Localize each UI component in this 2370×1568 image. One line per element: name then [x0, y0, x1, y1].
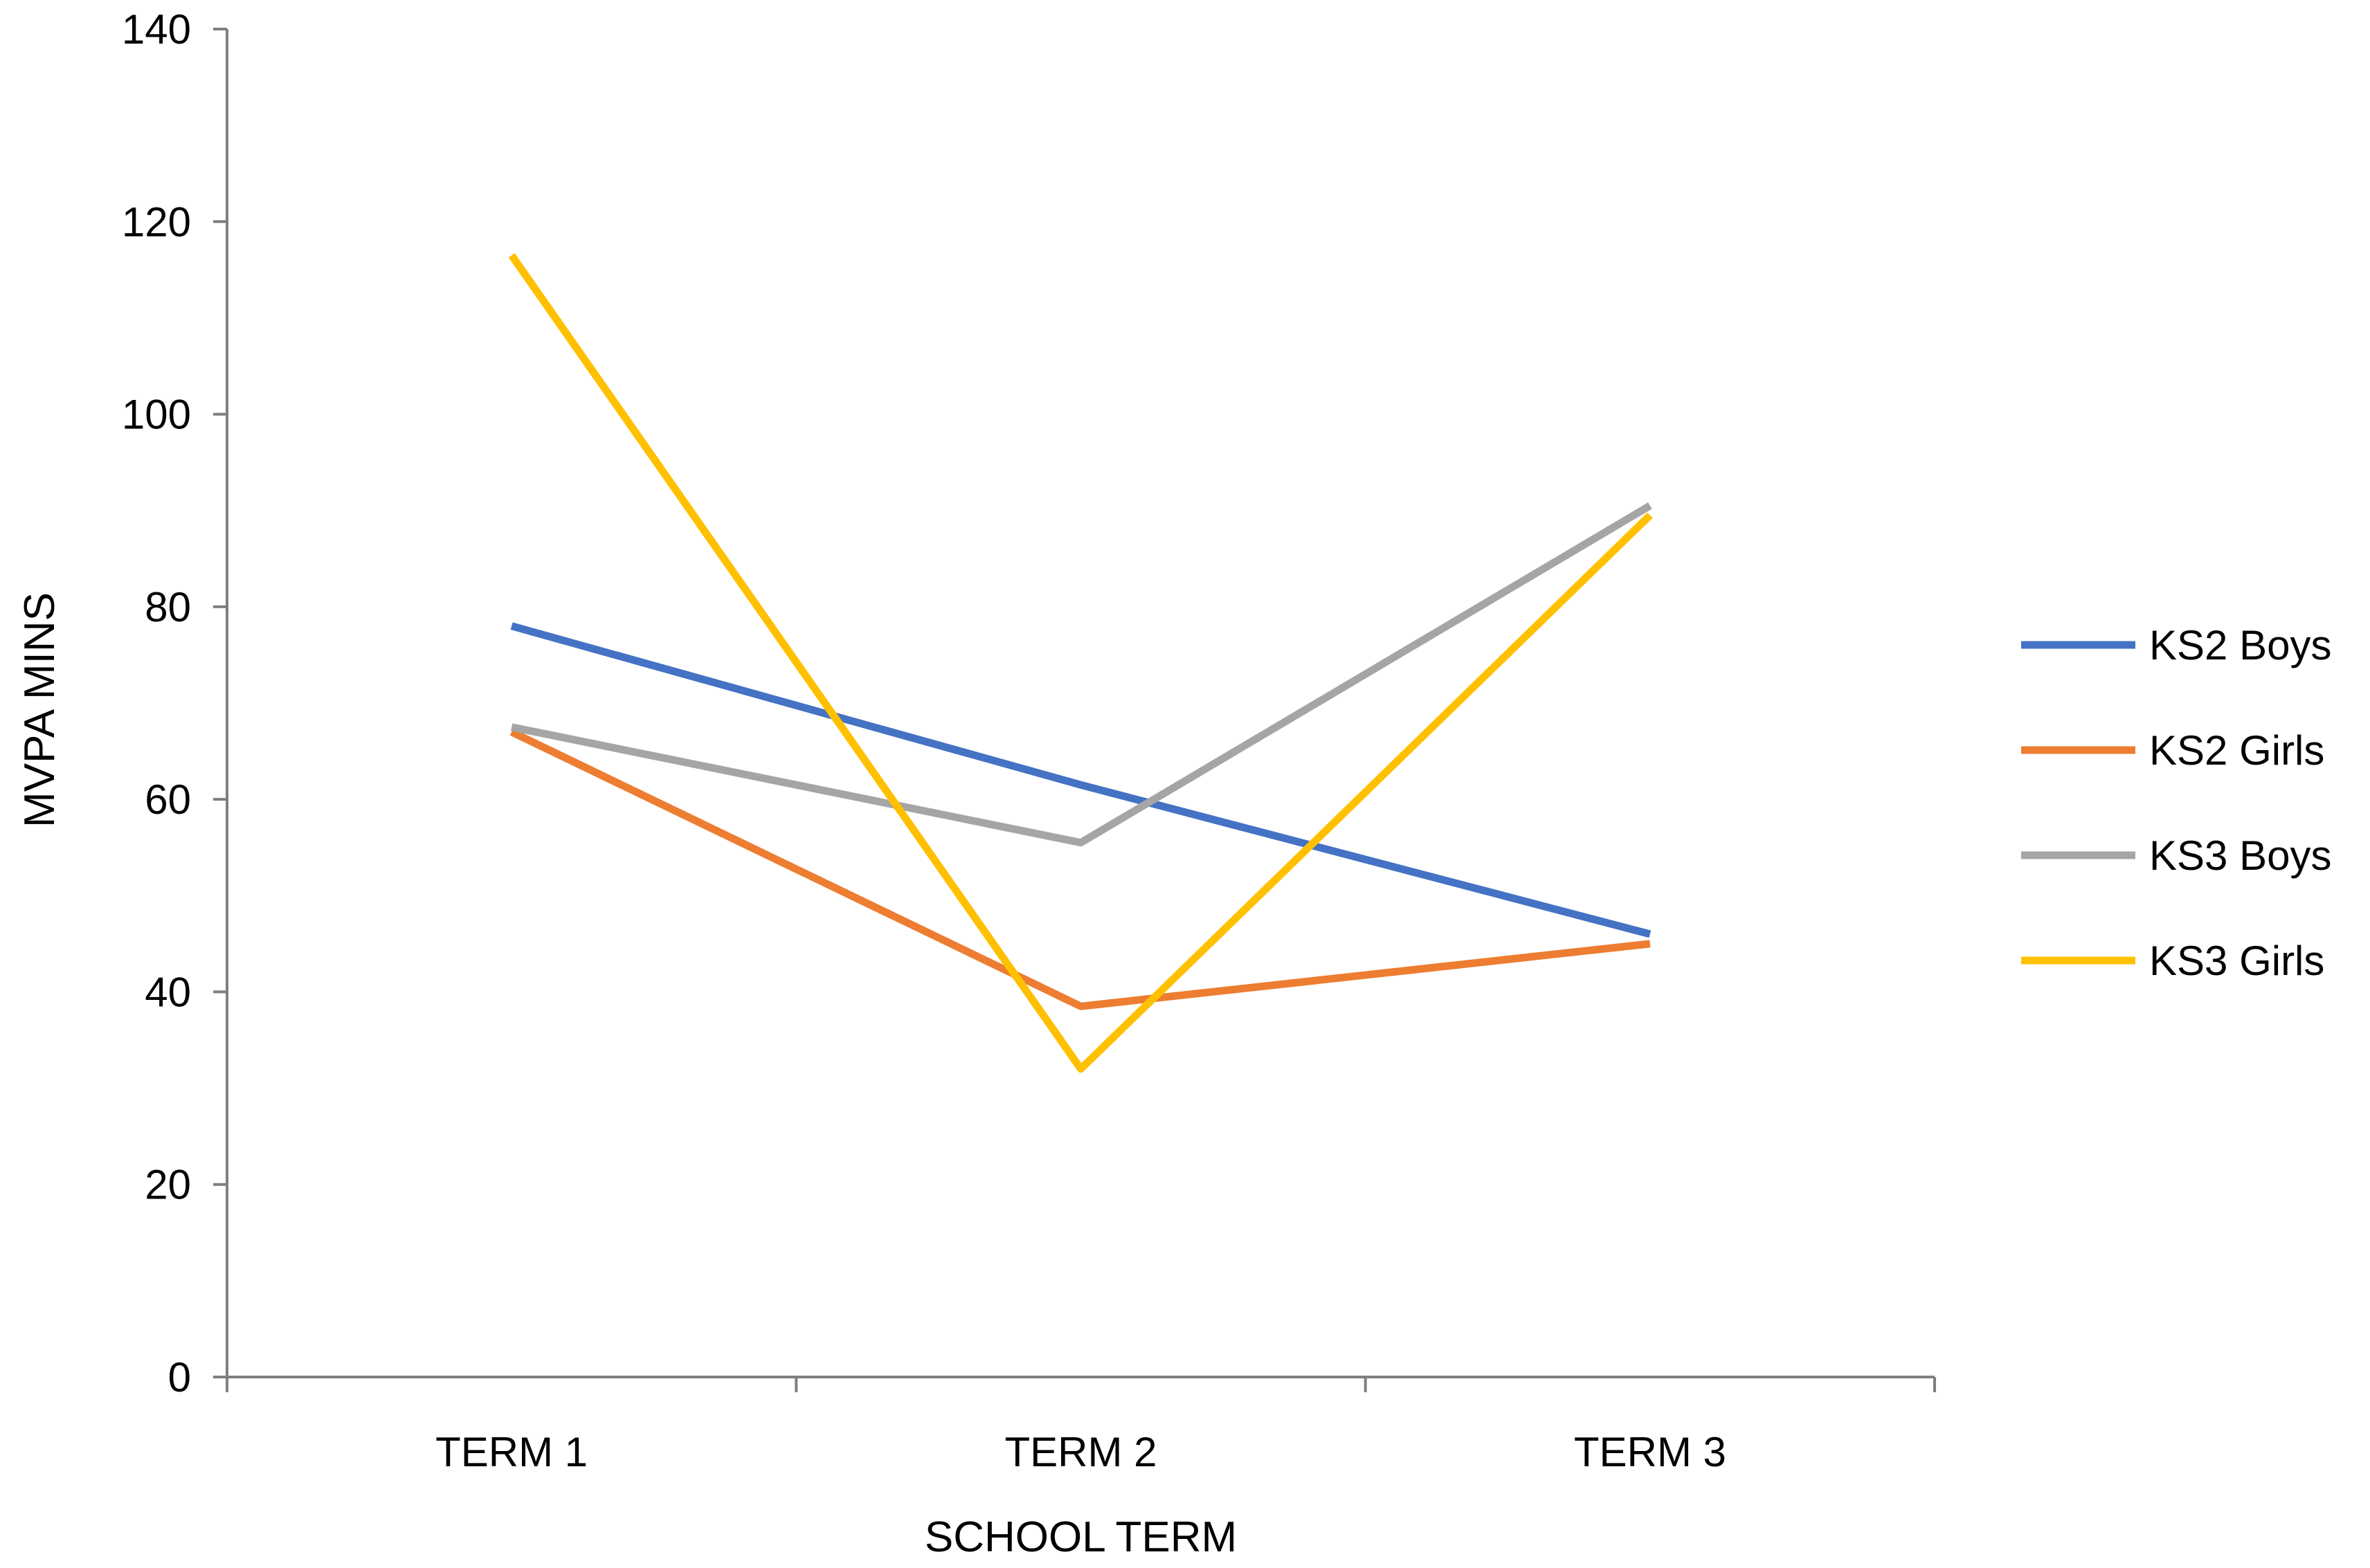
series-line-ks3-boys — [511, 502, 1652, 847]
legend-label: KS3 Boys — [2149, 832, 2331, 879]
legend: KS2 Boys KS2 Girls KS3 Boys KS3 Girls — [2021, 622, 2331, 984]
y-tick-label: 20 — [145, 1162, 191, 1208]
y-axis-title: MVPA MINS — [16, 592, 64, 828]
y-tick-label: 0 — [168, 1354, 191, 1401]
series-lines — [508, 253, 1653, 1073]
y-tick-label: 100 — [122, 392, 191, 438]
x-tick-label: TERM 3 — [1574, 1429, 1726, 1475]
y-tick-label: 140 — [122, 6, 191, 53]
x-axis-title: SCHOOL TERM — [925, 1513, 1237, 1561]
legend-label: KS2 Girls — [2149, 727, 2324, 774]
x-tick-label: TERM 1 — [435, 1429, 588, 1475]
series-line-ks2-boys — [510, 622, 1652, 938]
y-tick-label: 80 — [145, 584, 191, 630]
y-tick-label: 40 — [145, 969, 191, 1015]
y-tick-label: 60 — [145, 776, 191, 823]
y-tick-label: 120 — [122, 199, 191, 245]
legend-label: KS2 Boys — [2149, 622, 2331, 668]
x-tick-label: TERM 2 — [1004, 1429, 1157, 1475]
legend-label: KS3 Girls — [2149, 938, 2324, 984]
series-line-ks2-girls — [509, 728, 1651, 1010]
x-axis-ticks: TERM 1 TERM 2 TERM 3 — [226, 1377, 1936, 1475]
y-axis-ticks: 0 20 40 60 80 100 120 140 — [122, 6, 227, 1401]
axes — [226, 29, 1935, 1378]
series-line-ks3-girls — [508, 253, 1653, 1073]
